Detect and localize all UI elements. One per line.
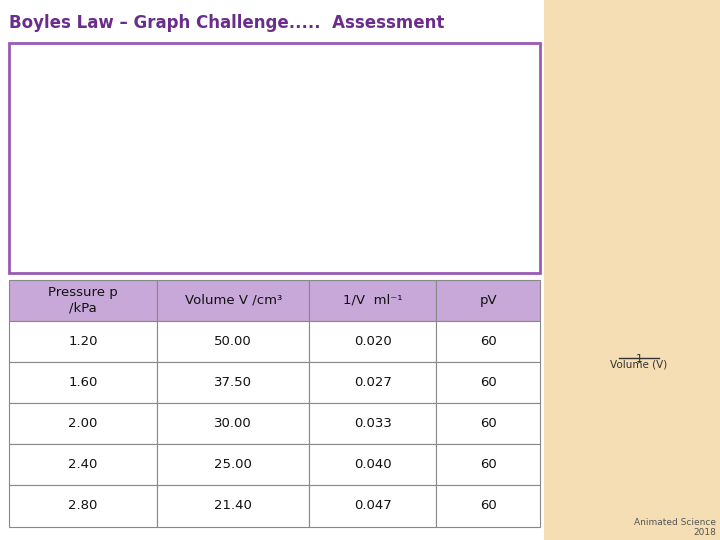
Text: – Smooth curve or line evenly placed in pencil: – Smooth curve or line evenly placed in …: [66, 146, 442, 161]
Text: Points: Points: [19, 228, 76, 244]
Text: 60: 60: [480, 417, 497, 430]
Y-axis label: Pressure (p): Pressure (p): [552, 247, 562, 306]
Text: your graphs in a pair...: your graphs in a pair...: [65, 65, 263, 80]
Text: Axis: Axis: [19, 187, 57, 202]
Text: 60: 60: [480, 376, 497, 389]
Text: 0.040: 0.040: [354, 458, 392, 471]
Text: LOBF: LOBF: [19, 146, 66, 161]
Text: in total...: in total...: [335, 65, 412, 80]
Text: 25.00: 25.00: [215, 458, 252, 471]
Text: 21.40: 21.40: [215, 500, 252, 512]
Text: Animated Science
2018: Animated Science 2018: [634, 518, 716, 537]
Text: – titles and units: – titles and units: [57, 187, 195, 202]
Text: 60: 60: [480, 500, 497, 512]
Y-axis label: Pressure (p): Pressure (p): [552, 86, 562, 146]
Text: pV: pV: [480, 294, 497, 307]
Text: 60: 60: [480, 458, 497, 471]
Text: 60: 60: [480, 335, 497, 348]
Text: 1: 1: [636, 354, 642, 364]
Text: 0.020: 0.020: [354, 335, 392, 348]
Text: 8 marks: 8 marks: [263, 65, 335, 80]
Text: 0.027: 0.027: [354, 376, 392, 389]
Text: Pressure p
/kPa: Pressure p /kPa: [48, 286, 118, 314]
Text: 50.00: 50.00: [215, 335, 252, 348]
Text: – neat cross: – neat cross: [76, 228, 177, 244]
Text: 1.60: 1.60: [68, 376, 98, 389]
Text: 2.40: 2.40: [68, 458, 98, 471]
Text: 2.00: 2.00: [68, 417, 98, 430]
Text: Volume V /cm³: Volume V /cm³: [184, 294, 282, 307]
Text: Volume (V): Volume (V): [611, 359, 667, 369]
Text: 1/V  ml⁻¹: 1/V ml⁻¹: [343, 294, 402, 307]
Text: 37.50: 37.50: [214, 376, 252, 389]
Text: 0.047: 0.047: [354, 500, 392, 512]
Text: Scales: Scales: [19, 107, 77, 122]
Text: 1.20: 1.20: [68, 335, 98, 348]
X-axis label: Volume (V): Volume (V): [611, 197, 667, 207]
Text: Boyles Law – Graph Challenge.....  Assessment: Boyles Law – Graph Challenge..... Assess…: [9, 14, 444, 31]
Text: – even with markers at each major point.: – even with markers at each major point.: [77, 107, 413, 122]
Text: 2.80: 2.80: [68, 500, 98, 512]
Text: SLAP: SLAP: [19, 65, 65, 80]
Text: 0.033: 0.033: [354, 417, 392, 430]
Text: 30.00: 30.00: [215, 417, 252, 430]
Text: 0: 0: [558, 352, 564, 362]
